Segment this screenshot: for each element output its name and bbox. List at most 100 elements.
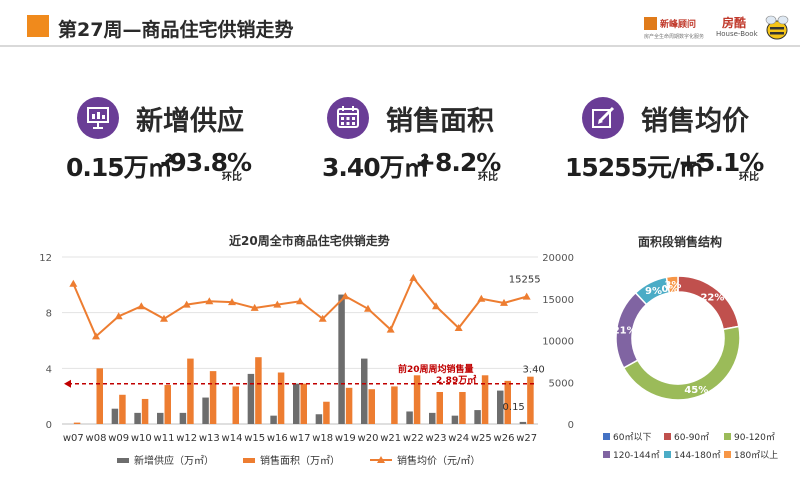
price-point bbox=[137, 302, 146, 310]
donut-slice-label: 22% bbox=[700, 292, 724, 303]
kpi-price-change: +5.1% bbox=[678, 148, 764, 177]
x-tick-label: w24 bbox=[448, 433, 469, 444]
page-title: 第27周—商品住宅供销走势 bbox=[58, 19, 294, 41]
price-point bbox=[296, 297, 304, 305]
supply-bar bbox=[157, 412, 164, 424]
x-tick-label: w11 bbox=[154, 433, 175, 444]
donut-legend-label: 120-144㎡ bbox=[613, 450, 660, 461]
supply-bar bbox=[111, 408, 119, 424]
price-point bbox=[364, 304, 372, 312]
price-point bbox=[92, 332, 100, 340]
x-tick-label: w07 bbox=[63, 433, 84, 444]
reference-arrow-icon bbox=[64, 379, 71, 388]
area-bar bbox=[187, 358, 194, 424]
supply-bar bbox=[451, 415, 459, 424]
supply-bar bbox=[202, 397, 209, 424]
x-tick-label: w08 bbox=[86, 433, 107, 444]
supply-bar bbox=[338, 294, 345, 424]
price-point bbox=[250, 303, 259, 311]
x-tick-label: w13 bbox=[199, 433, 220, 444]
kpi-price-suffix: 环比 bbox=[739, 172, 759, 183]
price-point bbox=[318, 314, 327, 322]
x-tick-label: w12 bbox=[176, 433, 197, 444]
area-bar bbox=[413, 375, 421, 424]
edit-icon bbox=[592, 106, 615, 128]
kpi-supply-suffix: 环比 bbox=[222, 172, 242, 183]
price-point bbox=[160, 314, 168, 322]
area-bar bbox=[436, 391, 443, 424]
xinfeng-logo: 新峰顾问 房产全生命周期数字化服务 bbox=[644, 16, 714, 40]
area-bar bbox=[164, 385, 171, 424]
y-left-tick-label: 8 bbox=[46, 309, 52, 320]
reference-label: 前20周周均销售量 bbox=[398, 363, 474, 375]
donut-legend-swatch bbox=[664, 433, 671, 440]
supply-bar bbox=[247, 373, 255, 424]
price-point bbox=[273, 300, 282, 308]
xinfeng-logo-mark bbox=[644, 17, 657, 30]
title-accent-square bbox=[27, 15, 49, 37]
price-point bbox=[454, 323, 463, 331]
x-tick-label: w19 bbox=[335, 433, 356, 444]
donut-legend-swatch bbox=[664, 451, 671, 458]
legend-supply-swatch bbox=[117, 458, 129, 463]
xinfeng-logo-name: 新峰顾问 bbox=[660, 20, 697, 30]
combo-chart-title: 近20周全市商品住宅供销走势 bbox=[229, 234, 390, 248]
donut-legend-swatch bbox=[724, 451, 731, 458]
supply-bar bbox=[519, 421, 527, 424]
price-point bbox=[409, 273, 418, 281]
kpi-area-suffix: 环比 bbox=[478, 172, 498, 183]
legend-supply-label: 新增供应（万㎡） bbox=[134, 454, 214, 467]
x-tick-label: w26 bbox=[494, 433, 515, 444]
donut-slice-label: 21% bbox=[613, 326, 637, 337]
donut-slice-label: 0% bbox=[662, 284, 679, 295]
donut-legend-swatch bbox=[603, 433, 610, 440]
reference-value-label: 2.89万㎡ bbox=[436, 374, 476, 386]
donut-slice-label: 45% bbox=[684, 385, 708, 396]
area-bar bbox=[481, 375, 489, 424]
area-bar bbox=[345, 387, 353, 424]
x-tick-label: w17 bbox=[290, 433, 311, 444]
donut-chart-title: 面积段销售结构 bbox=[638, 235, 723, 249]
price-point bbox=[386, 325, 395, 333]
area-bar bbox=[73, 422, 81, 424]
donut-legend-swatch bbox=[603, 451, 610, 458]
area-data-label: 3.40 bbox=[523, 365, 545, 376]
x-tick-label: w10 bbox=[131, 433, 152, 444]
x-tick-label: w09 bbox=[108, 433, 129, 444]
supply-bar bbox=[293, 383, 300, 424]
calendar-icon bbox=[337, 106, 359, 128]
y-right-tick-label: 20000 bbox=[542, 253, 574, 264]
price-point bbox=[114, 312, 123, 320]
supply-bar bbox=[315, 414, 323, 424]
y-left-tick-label: 4 bbox=[46, 364, 52, 375]
kpi-area-label: 销售面积 bbox=[386, 106, 494, 137]
donut-legend-label: 144-180㎡ bbox=[674, 450, 721, 461]
legend-area-label: 销售面积（万㎡） bbox=[260, 454, 340, 467]
kpi-price-icon-circle bbox=[582, 97, 624, 139]
x-tick-label: w27 bbox=[516, 433, 537, 444]
area-bar bbox=[141, 398, 149, 424]
supply-bar bbox=[361, 358, 368, 424]
donut-slice-label: 3% bbox=[664, 280, 681, 291]
kpi-area-icon-circle bbox=[327, 97, 369, 139]
x-tick-label: w22 bbox=[403, 433, 424, 444]
x-tick-label: w14 bbox=[222, 433, 243, 444]
housebook-logo-sub: House-Book bbox=[716, 30, 758, 38]
x-tick-label: w15 bbox=[244, 433, 265, 444]
area-bar bbox=[368, 389, 375, 424]
housebook-logo: 房酷 House-Book bbox=[716, 13, 792, 43]
price-data-label: 15255 bbox=[509, 275, 541, 286]
supply-data-label: 0.15 bbox=[503, 402, 525, 413]
donut-legend-label: 60-90㎡ bbox=[674, 432, 709, 443]
price-point bbox=[500, 298, 508, 306]
presentation-icon bbox=[87, 107, 109, 129]
supply-bar bbox=[406, 411, 413, 424]
area-bar bbox=[255, 357, 262, 424]
y-left-tick-label: 0 bbox=[46, 420, 52, 431]
area-bar bbox=[232, 386, 239, 424]
kpi-supply-value: 0.15万㎡ bbox=[66, 153, 173, 182]
price-point bbox=[205, 297, 214, 305]
y-left-tick-label: 12 bbox=[39, 253, 52, 264]
area-bar bbox=[504, 380, 511, 424]
